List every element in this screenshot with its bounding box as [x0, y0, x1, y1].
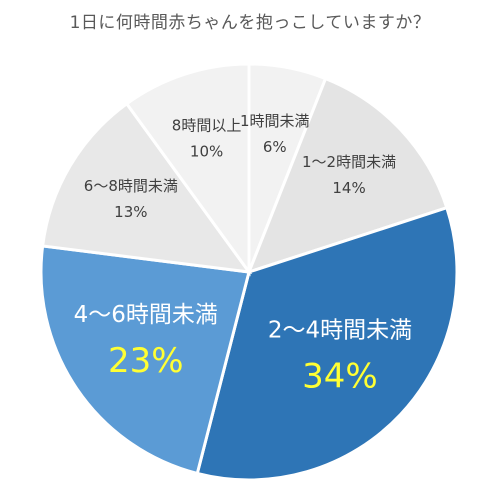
- pie-slice-6: [124, 62, 251, 277]
- slice-label-5: 6～8時間未満: [84, 177, 178, 195]
- slice-value-2: 14%: [332, 179, 365, 197]
- pie-slice-3: [195, 205, 459, 482]
- slice-label-4: 4～6時間未満: [74, 302, 218, 328]
- pie-slice-4: [39, 244, 251, 476]
- slice-value-1: 6%: [263, 138, 287, 156]
- slice-label-3: 2～4時間未満: [268, 317, 412, 343]
- slice-label-1: 1時間未満: [240, 112, 310, 130]
- slice-value-3: 34%: [302, 356, 378, 396]
- slice-value-4: 23%: [108, 341, 184, 381]
- slice-label-2: 1～2時間未満: [302, 153, 396, 171]
- slice-label-6: 8時間以上: [172, 116, 242, 134]
- pie-slice-5: [40, 101, 253, 274]
- chart-title: 1日に何時間赤ちゃんを抱っこしていますか？: [69, 13, 431, 33]
- slice-value-5: 13%: [114, 203, 147, 221]
- slice-value-6: 10%: [190, 142, 223, 160]
